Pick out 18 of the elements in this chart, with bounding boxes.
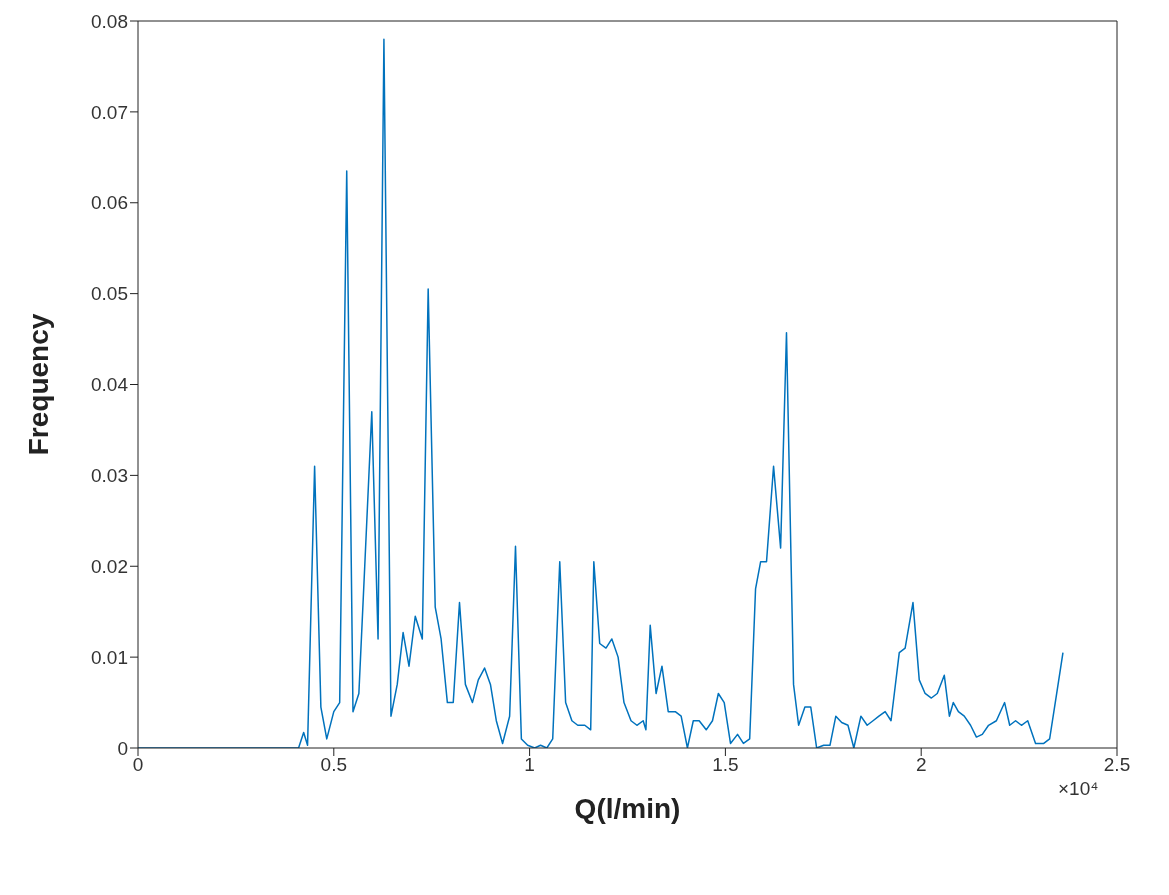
y-axis-title: Frequency — [22, 313, 54, 456]
y-tick-label: 0.05 — [91, 283, 128, 305]
y-tick-label: 0.03 — [91, 465, 128, 487]
x-tick-label: 2 — [915, 754, 927, 776]
x-tick-label: 0.5 — [320, 754, 348, 776]
y-tick-label: 0.01 — [91, 646, 128, 668]
y-tick-label: 0.08 — [91, 10, 128, 32]
y-tick-label: 0.02 — [91, 555, 128, 577]
text: ×10⁴ — [1058, 778, 1099, 800]
x-tick-label: 1.5 — [712, 754, 739, 776]
x-tick-label: 2.5 — [1103, 754, 1131, 776]
y-tick-label: 0.07 — [91, 101, 128, 123]
x-tick-label: 0 — [132, 754, 144, 776]
x-axis-title: Q(l/min) — [574, 793, 681, 824]
y-tick-label: 0.04 — [91, 374, 129, 396]
x-tick-label: 1 — [524, 754, 535, 776]
y-tick-label: 0 — [117, 737, 128, 759]
y-tick-label: 0.06 — [91, 192, 128, 214]
